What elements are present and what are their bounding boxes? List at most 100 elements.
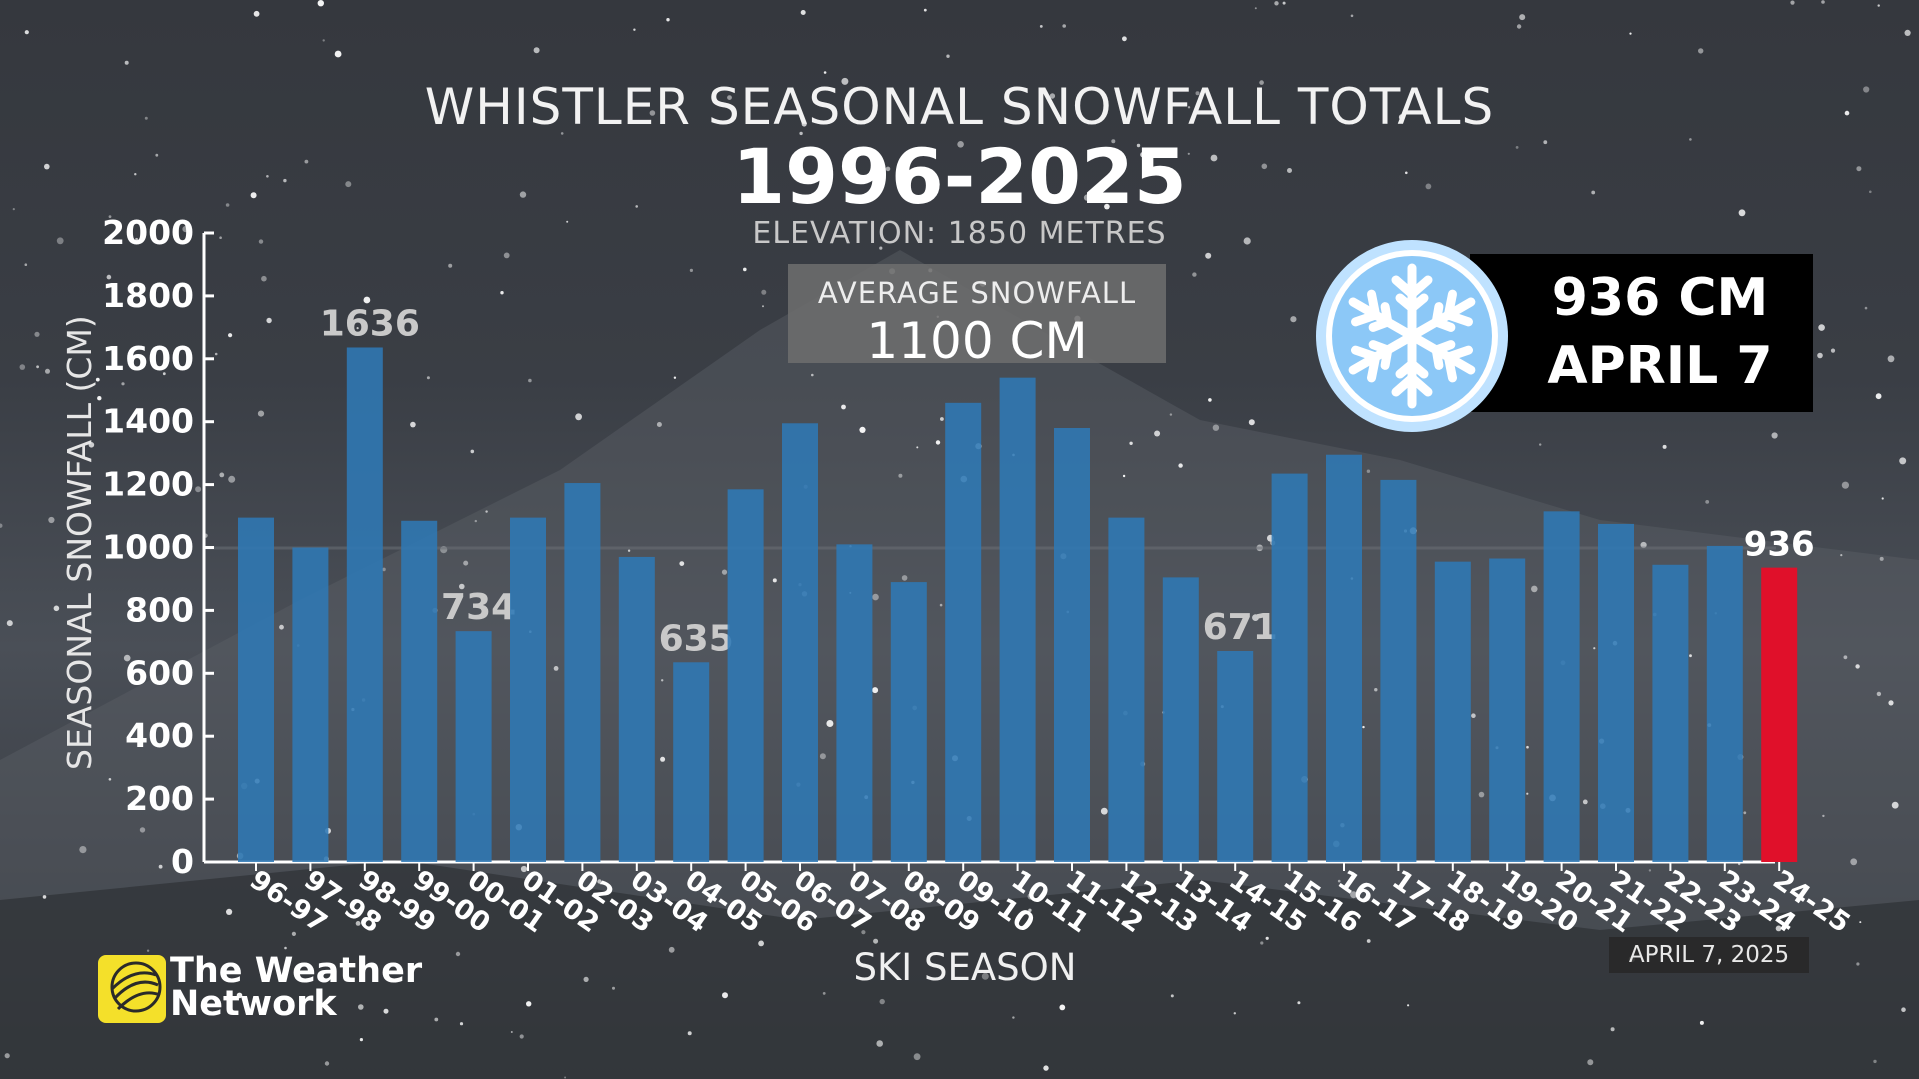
snowflake-dot <box>226 908 233 916</box>
data-label: 635 <box>659 618 734 659</box>
snowflake-dot <box>1881 497 1884 500</box>
snowflake-dot <box>95 377 100 382</box>
snowflake-dot <box>363 296 371 304</box>
snowflake-dot <box>1187 106 1191 109</box>
average-value: 1100 CM <box>866 312 1088 370</box>
snowflake-dot <box>1610 1027 1615 1032</box>
snowflake-dot <box>1771 432 1778 439</box>
snowflake-dot <box>1743 811 1747 815</box>
y-tick-label: 1800 <box>102 276 194 315</box>
snowflake-dot <box>284 946 287 950</box>
snowflake-dot <box>162 372 166 376</box>
snowflake-dot <box>334 50 342 58</box>
snowflake-dot <box>266 175 269 178</box>
snowflake-dot <box>383 1008 389 1014</box>
snowflake-dot <box>1855 664 1860 669</box>
snowflake-dot <box>228 333 233 338</box>
snowflake-dot <box>1136 143 1141 148</box>
snowflake-dot <box>448 263 453 268</box>
snowflake-dot <box>1170 994 1174 998</box>
snowflake-dot <box>1864 306 1868 310</box>
snowflake-dot <box>171 798 178 805</box>
foreground-shape <box>0 860 1919 1079</box>
snowflake-dot <box>1210 154 1218 162</box>
bar <box>346 347 383 862</box>
snowflake-dot <box>1539 443 1542 446</box>
snowflake-dot <box>1265 936 1269 940</box>
snowflake-dot <box>225 203 230 207</box>
snowflake-dot <box>358 1004 364 1010</box>
snowflake-dot <box>324 1061 330 1066</box>
snowflake-dot <box>560 132 564 135</box>
snowflake-dot <box>1840 554 1843 557</box>
snowflake-dot <box>872 687 879 694</box>
snowflake-dot <box>1856 962 1860 966</box>
snowflake-dot <box>121 382 125 386</box>
bar <box>1326 454 1362 862</box>
snowflake-dot <box>879 246 883 250</box>
snowflake-dot <box>1405 171 1408 175</box>
snowflake-dot <box>914 882 920 888</box>
snowflake-dot <box>722 992 728 999</box>
snowflake-dot <box>45 368 50 374</box>
snowflake-dot <box>1901 1007 1906 1012</box>
snowflake-dot <box>214 352 218 356</box>
bar <box>401 520 438 862</box>
snowflake-dot <box>1822 814 1825 818</box>
snowflake-dot <box>158 864 163 869</box>
snowflake-dot <box>564 1076 567 1079</box>
snowflake-dot <box>345 181 352 188</box>
bar <box>510 517 546 862</box>
x-axis-label: SKI SEASON <box>853 946 1077 989</box>
snowflake-dot <box>553 666 559 671</box>
snowflake-dot <box>823 71 827 74</box>
snowflake-dot <box>689 268 694 272</box>
snowflake-dot <box>1230 114 1233 118</box>
current-total-callout <box>1470 254 1813 412</box>
data-label: 1636 <box>320 303 420 344</box>
bar <box>1543 511 1580 862</box>
snowflake-dot <box>743 267 747 272</box>
snowflake-dot <box>1043 1065 1049 1071</box>
snowflake-dot <box>1059 1004 1066 1011</box>
snowflake-dot <box>474 519 477 523</box>
callout-total: 936 CM <box>1551 268 1769 328</box>
bar <box>1162 577 1199 862</box>
snowflake-dot <box>879 998 885 1005</box>
snowflake-dot <box>1122 474 1126 478</box>
snowflake-dot <box>1859 921 1862 924</box>
snowflake-dot <box>526 1001 532 1007</box>
snowflake-dot <box>1543 140 1548 145</box>
snowflake-dot <box>1841 481 1849 489</box>
snowflake-dot <box>1629 32 1632 35</box>
bar <box>1054 427 1090 862</box>
snowflake-dot <box>44 163 50 170</box>
snowflake-dot <box>503 252 510 259</box>
chart-title: WHISTLER SEASONAL SNOWFALL TOTALS <box>424 78 1495 136</box>
callout-date: APRIL 7 <box>1547 336 1773 396</box>
snowflake-dot <box>1154 430 1161 437</box>
snowflake-dot <box>575 413 582 421</box>
snowflake-dot <box>1083 194 1091 201</box>
snowflake-dot <box>656 422 662 427</box>
bar <box>782 423 818 862</box>
snowflake-dot <box>1252 614 1259 621</box>
snowflake-dot <box>97 396 102 401</box>
snowflake-dot <box>106 274 112 280</box>
snowflake-dot <box>1899 457 1907 465</box>
snowflake-dot <box>597 879 602 884</box>
snowflake-dot <box>1129 441 1133 445</box>
bar <box>1217 650 1254 862</box>
snowflake-dot <box>258 239 264 244</box>
snowflake-icon <box>1316 240 1508 432</box>
snowflake-dot <box>1775 925 1782 932</box>
snowflake-dot <box>1274 1 1279 6</box>
snowflake-dot <box>876 1040 883 1047</box>
data-label: 936 <box>1744 525 1815 565</box>
snowflake-dot <box>673 376 677 379</box>
bar <box>1380 479 1417 862</box>
snowflake-dot <box>322 39 325 42</box>
bar <box>945 402 982 862</box>
snowflake-dot <box>861 930 866 935</box>
bar <box>1489 558 1526 862</box>
